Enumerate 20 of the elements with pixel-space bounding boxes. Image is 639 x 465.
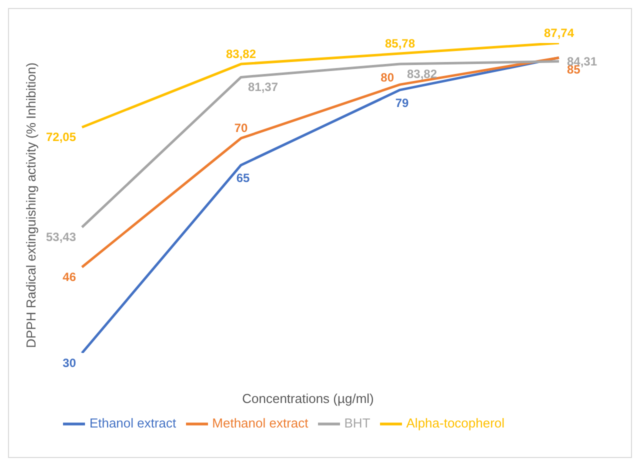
y-axis-title: DPPH Radical extinguishing activity (% Inhibition) [24, 62, 39, 348]
legend-label: Ethanol extract [89, 415, 176, 430]
data-label: 46 [62, 270, 76, 284]
data-label: 81,37 [248, 80, 278, 94]
data-label: 70 [234, 121, 248, 136]
data-label: 80 [380, 70, 394, 85]
data-label: 87,74 [544, 26, 574, 40]
legend-label: Methanol extract [212, 415, 308, 430]
data-label: 85,78 [384, 36, 416, 51]
data-label: 72,05 [46, 130, 76, 144]
data-label: 79 [395, 96, 409, 110]
data-label: 65 [236, 171, 250, 186]
legend-label: Alpha-tocopherol [406, 415, 505, 430]
x-axis-title: Concentrations (µg/ml) [242, 391, 374, 406]
legend-label: BHT [344, 415, 370, 430]
data-label: 83,82 [226, 47, 256, 62]
data-label: 30 [62, 356, 76, 370]
data-label: 84,31 [567, 54, 598, 68]
data-label: 53,43 [46, 230, 76, 244]
data-label: 83,82 [407, 67, 438, 82]
